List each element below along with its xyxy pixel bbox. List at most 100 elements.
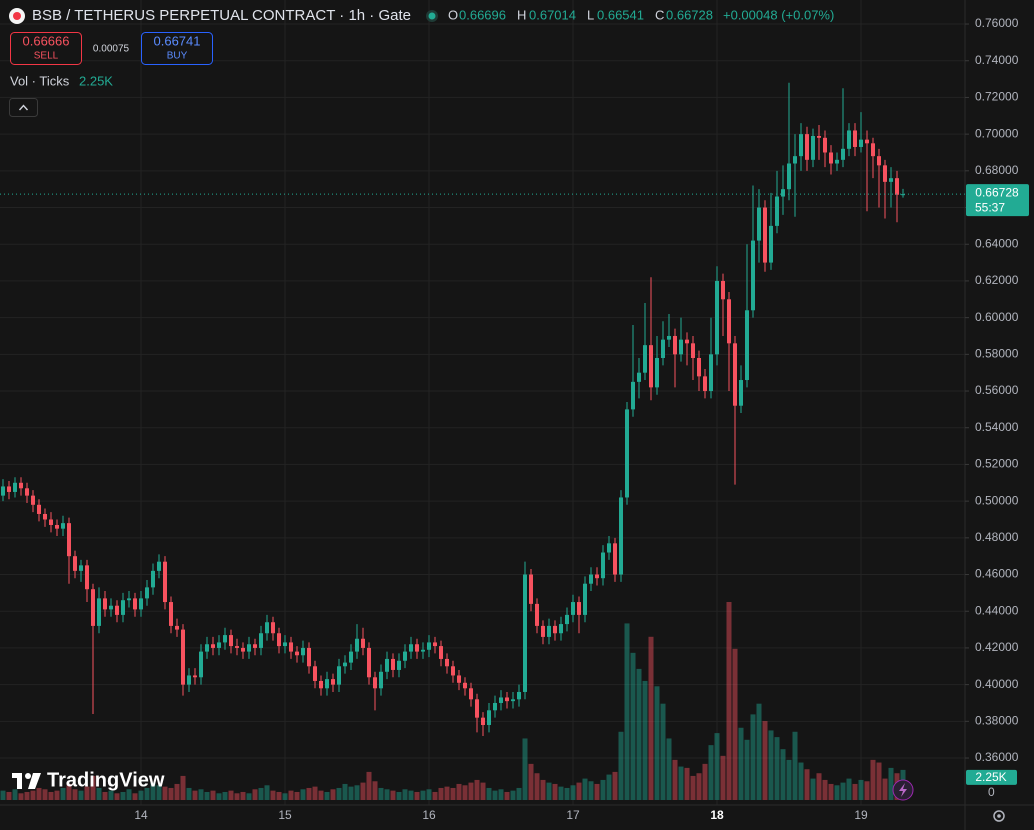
- candle-body: [679, 339, 683, 355]
- buy-label: BUY: [167, 51, 188, 62]
- volume-bar: [348, 786, 354, 800]
- candle-body: [481, 717, 485, 725]
- volume-bar: [618, 731, 624, 800]
- volume-bar: [810, 778, 816, 800]
- sell-button[interactable]: [10, 32, 82, 65]
- candle-body: [505, 697, 509, 702]
- candle-body: [583, 583, 587, 615]
- candle-body: [139, 598, 143, 610]
- volume-bar: [888, 767, 894, 800]
- volume-bar: [564, 787, 570, 800]
- candle-body: [511, 699, 515, 702]
- candle-body: [325, 679, 329, 689]
- alert-icon: [899, 783, 907, 797]
- volume-bar: [168, 787, 174, 800]
- candle-body: [157, 561, 161, 571]
- candle-body: [625, 409, 629, 498]
- candle-body: [433, 642, 437, 647]
- volume-bar: [744, 739, 750, 800]
- candle-body: [331, 679, 335, 685]
- legend-change: +0.00048 (+0.07%): [723, 7, 834, 22]
- volume-bar: [282, 793, 288, 800]
- y-tick-label: 0.50000: [975, 493, 1019, 507]
- legend-label: L: [587, 7, 594, 22]
- volume-bar: [258, 787, 264, 800]
- candle-body: [85, 565, 89, 590]
- collapse-button[interactable]: [9, 98, 38, 117]
- settings-icon[interactable]: [993, 810, 1005, 822]
- volume-bar: [126, 789, 132, 800]
- volume-bar: [492, 790, 498, 800]
- legend-label: O: [448, 7, 458, 22]
- candle-body: [421, 649, 425, 652]
- volume-bar: [648, 636, 654, 800]
- candle-body: [721, 280, 725, 300]
- candle-body: [685, 339, 689, 344]
- buy-button[interactable]: [141, 32, 213, 65]
- volume-bar: [690, 775, 696, 800]
- volume-bar: [504, 791, 510, 800]
- volume-bar: [300, 789, 306, 800]
- y-tick-label: 0.36000: [975, 750, 1019, 764]
- volume-layer: [0, 602, 906, 800]
- candle-body: [379, 671, 383, 689]
- volume-tag-label: 2.25K: [975, 770, 1006, 784]
- volume-bar: [6, 791, 12, 800]
- volume-bar: [624, 623, 630, 800]
- volume-bar: [288, 790, 294, 800]
- chart-title: BSB / TETHERUS PERPETUAL CONTRACT · 1h ·…: [32, 7, 411, 24]
- volume-bar: [372, 781, 378, 800]
- volume-bar: [354, 785, 360, 800]
- volume-bar: [30, 790, 36, 800]
- volume-bar: [420, 790, 426, 800]
- candle-body: [301, 647, 305, 656]
- candle-body: [121, 600, 125, 615]
- volume-bar: [768, 730, 774, 800]
- candle-body: [91, 589, 95, 626]
- y-tick-label: 0.64000: [975, 236, 1019, 250]
- volume-bar: [336, 787, 342, 800]
- volume-bar: [210, 790, 216, 800]
- volume-bar: [546, 782, 552, 800]
- volume-bar: [876, 762, 882, 800]
- symbol-icon: [13, 12, 21, 20]
- volume-bar: [294, 791, 300, 800]
- candle-body: [19, 482, 23, 489]
- candle-body: [337, 666, 341, 685]
- candle-body: [637, 372, 641, 382]
- candle-body: [577, 602, 581, 615]
- volume-bar: [240, 791, 246, 800]
- volume-bar: [24, 791, 30, 800]
- x-tick-label: 15: [278, 808, 292, 822]
- volume-bar: [516, 787, 522, 800]
- candle-body: [565, 614, 569, 625]
- candle-body: [463, 682, 467, 689]
- candle-body: [871, 143, 875, 157]
- candle-body: [835, 159, 839, 164]
- candle-body: [409, 644, 413, 652]
- candle-body: [373, 677, 377, 689]
- candle-body: [247, 644, 251, 652]
- volume-bar: [96, 787, 102, 800]
- candle-body: [31, 495, 35, 505]
- volume-bar: [192, 790, 198, 800]
- volume-bar: [552, 783, 558, 800]
- candle-body: [181, 629, 185, 685]
- legend-value: 0.66696: [459, 7, 506, 22]
- volume-bar: [846, 778, 852, 800]
- candle-body: [55, 524, 59, 529]
- volume-bar: [852, 783, 858, 800]
- candle-body: [853, 130, 857, 147]
- volume-bar: [702, 763, 708, 800]
- candle-body: [589, 574, 593, 584]
- candle-body: [631, 381, 635, 410]
- volume-bar: [462, 785, 468, 800]
- candle-body: [667, 335, 671, 340]
- volume-bar: [606, 774, 612, 800]
- volume-bar: [468, 782, 474, 800]
- volume-bar: [42, 789, 48, 800]
- candle-body: [235, 646, 239, 648]
- volume-bar: [414, 791, 420, 800]
